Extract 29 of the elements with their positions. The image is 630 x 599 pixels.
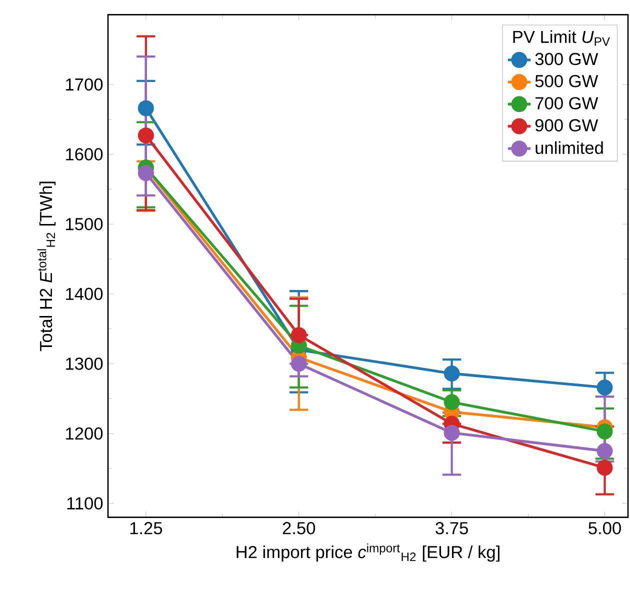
y-tick-label: 1100	[67, 497, 103, 510]
legend-label: 900 GW	[535, 119, 598, 132]
x-tick-label: 1.25	[130, 522, 162, 534]
point	[138, 128, 154, 144]
legend-label: 300 GW	[535, 53, 598, 66]
point	[596, 443, 613, 460]
point	[596, 424, 613, 440]
x-tick-label: 5.00	[588, 522, 621, 534]
x-tick-label: 3.75	[436, 522, 468, 534]
point	[444, 366, 460, 382]
y-tick-label: 1200	[66, 428, 103, 440]
point	[290, 327, 307, 344]
legend-label: 500 GW	[535, 75, 598, 88]
point	[596, 460, 613, 476]
y-tick-label: 1300	[66, 358, 103, 370]
y-axis-title: Total H2 E$^{total}$$_{H2}$ [TWh]	[37, 182, 56, 352]
legend-label: unlimited	[536, 141, 603, 154]
y-tick-label: 1600	[66, 148, 103, 161]
point	[444, 394, 460, 410]
legend-label: 700 GW	[536, 97, 598, 110]
legend-title: PV Limit U$_{PV}$	[513, 30, 610, 46]
y-tick-label: 1700	[66, 78, 103, 91]
point	[138, 100, 154, 116]
point	[290, 356, 307, 372]
y-tick-label: 1500	[66, 218, 103, 230]
x-axis-title: H2 import price c$^{import}$$_{H2}$ [EUR / kg]	[236, 544, 500, 562]
y-tick-label: 1400	[66, 288, 103, 300]
point	[138, 165, 154, 182]
x-tick-label: 2.50	[282, 522, 316, 534]
